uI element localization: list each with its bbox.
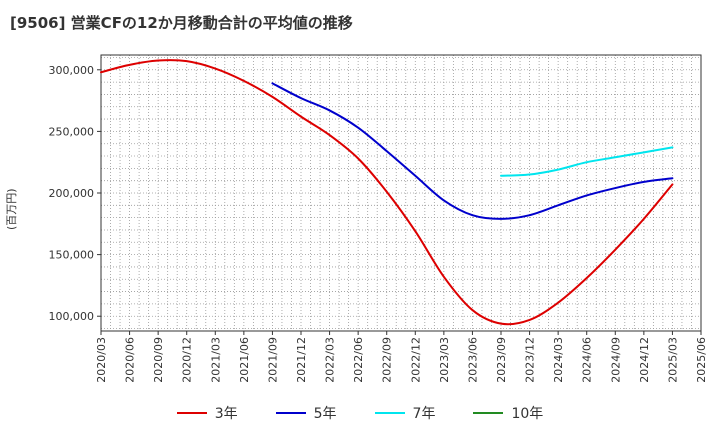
x-tick-label: 2022/03: [324, 337, 337, 383]
legend-item: 7年: [374, 403, 436, 423]
legend-label: 5年: [313, 406, 337, 422]
x-tick-label: 2023/06: [466, 337, 479, 383]
chart-legend: 3年 5年 7年 10年: [0, 403, 720, 423]
x-tick-label: 2022/09: [381, 337, 394, 383]
x-tick-label: 2021/12: [295, 337, 308, 383]
x-tick-label: 2023/12: [524, 337, 537, 383]
x-tick-label: 2021/06: [238, 337, 251, 383]
x-tick-label: 2024/03: [552, 337, 565, 383]
legend-item: 3年: [176, 403, 238, 423]
x-tick-label: 2025/03: [666, 337, 679, 383]
legend-item: 5年: [275, 403, 337, 423]
x-tick-label: 2024/09: [609, 337, 622, 383]
x-tick-label: 2020/12: [181, 337, 194, 383]
x-tick-label: 2023/03: [438, 337, 451, 383]
x-tick-label: 2024/06: [581, 337, 594, 383]
y-tick-label: 250,000: [49, 125, 95, 138]
chart-title: [9506] 営業CFの12か月移動合計の平均値の推移: [10, 14, 353, 32]
legend-swatch: [374, 412, 405, 414]
x-tick-label: 2022/06: [352, 337, 365, 383]
legend-swatch: [176, 412, 207, 414]
x-tick-label: 2023/09: [495, 337, 508, 383]
series-line-5年: [271, 82, 674, 220]
x-tick-label: 2020/06: [124, 337, 137, 383]
x-tick-label: 2021/03: [209, 337, 222, 383]
x-tick-label: 2022/12: [409, 337, 422, 383]
legend-label: 10年: [511, 406, 544, 422]
x-tick-label: 2020/09: [152, 337, 165, 383]
legend-item: 10年: [473, 403, 543, 423]
y-tick-label: 300,000: [49, 64, 95, 77]
x-tick-label: 2025/06: [695, 337, 708, 383]
legend-label: 7年: [412, 406, 436, 422]
y-tick-label: 200,000: [49, 187, 95, 200]
legend-swatch: [473, 412, 504, 414]
y-tick-label: 100,000: [49, 310, 95, 323]
legend-swatch: [275, 412, 306, 414]
legend-label: 3年: [214, 406, 238, 422]
x-tick-label: 2020/03: [95, 337, 108, 383]
x-tick-label: 2024/12: [638, 337, 651, 383]
y-tick-label: 150,000: [49, 249, 95, 262]
series-line-7年: [500, 146, 674, 177]
x-tick-label: 2021/09: [266, 337, 279, 383]
series-line-3年: [100, 59, 674, 326]
